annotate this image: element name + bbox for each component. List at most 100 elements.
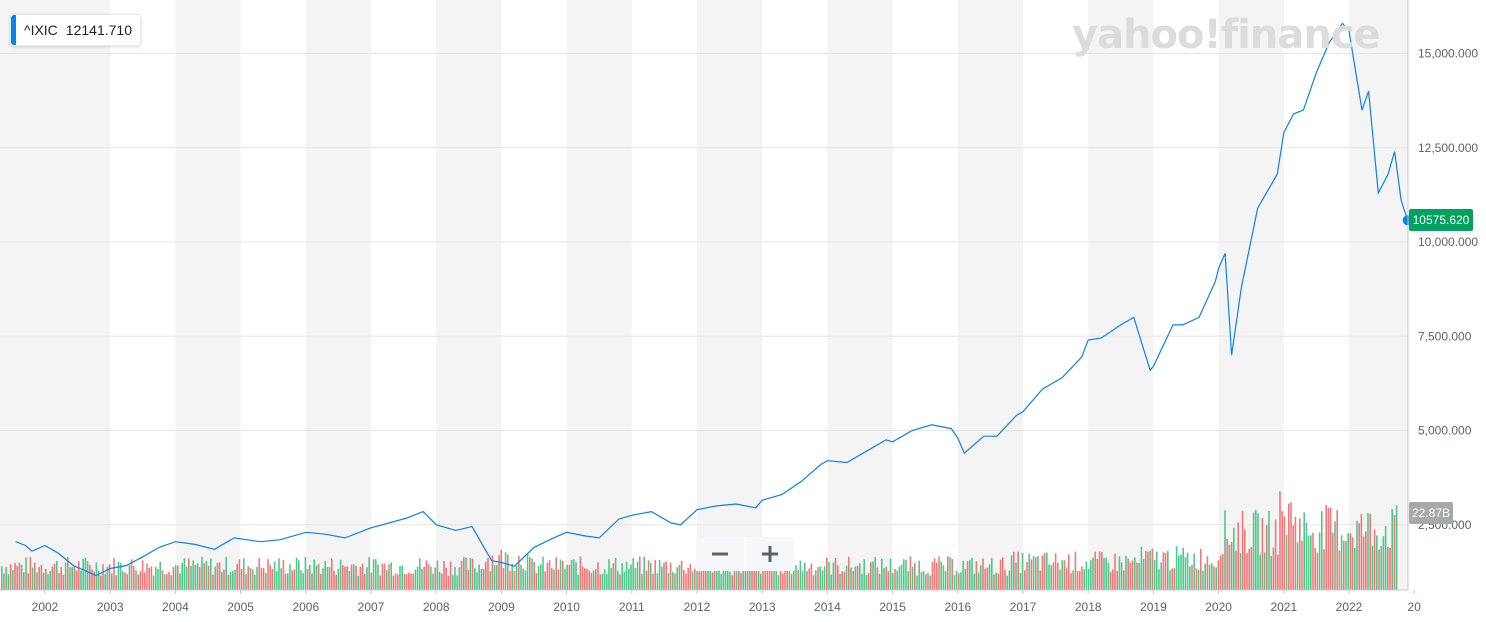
volume-bar	[617, 570, 619, 590]
volume-bar	[139, 571, 142, 590]
volume-bar	[493, 565, 496, 590]
volume-bar	[1070, 573, 1072, 590]
volume-bar	[40, 565, 43, 590]
volume-bar	[749, 558, 751, 590]
volume-bar	[240, 568, 243, 590]
volume-bar	[817, 567, 819, 590]
series-color-swatch	[11, 15, 16, 45]
volume-bar	[1079, 570, 1081, 590]
volume-bar	[75, 570, 78, 590]
volume-bar	[1160, 562, 1162, 590]
volume-bar	[309, 564, 311, 590]
volume-bar	[106, 566, 109, 590]
year-band	[1088, 0, 1154, 590]
volume-bar	[823, 566, 826, 590]
volume-bar	[25, 557, 27, 590]
legend-symbol: ^IXIC	[24, 22, 58, 38]
volume-bar	[1017, 551, 1019, 590]
volume-bar	[1, 566, 3, 590]
volume-bar	[1010, 555, 1013, 590]
volume-bar	[436, 560, 439, 590]
year-band	[957, 0, 1023, 590]
volume-bar	[639, 556, 641, 590]
volume-bar	[1035, 557, 1037, 590]
volume-bar	[430, 566, 432, 590]
volume-bar	[414, 569, 417, 590]
volume-bar	[357, 575, 359, 590]
volume-bar	[801, 571, 804, 590]
volume-bar	[1233, 527, 1235, 590]
volume-bar	[172, 567, 175, 590]
volume-bar	[394, 573, 397, 590]
volume-bar	[826, 557, 828, 590]
volume-bar	[1063, 560, 1066, 590]
volume-bar	[1246, 553, 1248, 590]
volume-bar	[689, 564, 692, 590]
volume-bar	[282, 560, 285, 590]
volume-bar	[113, 558, 115, 590]
volume-bar	[766, 563, 769, 590]
volume-bar	[227, 575, 230, 590]
volume-bar	[632, 558, 634, 590]
volume-bar	[863, 559, 865, 590]
volume-bar	[1244, 529, 1246, 590]
volume-bar	[1149, 550, 1151, 590]
volume-bar	[1360, 513, 1363, 590]
year-band	[45, 0, 111, 590]
volume-bar	[590, 572, 593, 590]
volume-bar	[608, 559, 610, 590]
volume-bar	[1248, 548, 1250, 590]
volume-bar	[1028, 553, 1030, 590]
volume-bar	[995, 572, 997, 590]
volume-bar	[628, 568, 630, 590]
volume-bar	[821, 570, 824, 590]
volume-bar	[458, 567, 461, 590]
series-legend[interactable]: ^IXIC 12141.710	[10, 14, 141, 46]
volume-bar	[315, 565, 318, 590]
volume-bar	[482, 568, 485, 590]
volume-bar	[1391, 508, 1393, 590]
plus-icon	[762, 546, 778, 562]
volume-bar	[845, 565, 848, 590]
volume-bar	[221, 571, 223, 590]
volume-bar	[1180, 554, 1182, 590]
volume-bar	[265, 573, 267, 590]
zoom-out-button[interactable]	[696, 537, 744, 571]
volume-bar	[71, 567, 73, 590]
zoom-in-button[interactable]	[746, 537, 794, 571]
volume-bar	[746, 562, 749, 590]
volume-bar	[687, 567, 689, 590]
volume-bar	[944, 570, 947, 590]
volume-bar	[1208, 564, 1211, 590]
volume-bar	[1090, 560, 1092, 590]
volume-bar	[280, 568, 282, 590]
volume-bar	[1039, 570, 1041, 590]
volume-bar	[878, 573, 881, 590]
volume-bar	[674, 573, 676, 590]
volume-bar	[1367, 513, 1369, 590]
volume-bar	[104, 573, 106, 590]
volume-bar	[36, 572, 38, 590]
volume-bar	[542, 556, 544, 590]
volume-bar	[1217, 560, 1220, 590]
volume-bar	[18, 562, 21, 590]
volume-bar	[306, 569, 309, 590]
volume-bar	[27, 573, 29, 590]
volume-bar	[1118, 556, 1121, 590]
volume-bar	[111, 573, 113, 590]
volume-bar	[199, 567, 201, 590]
volume-bar	[1043, 553, 1046, 590]
volume-bar	[641, 573, 643, 590]
volume-bar	[1321, 511, 1323, 590]
volume-bar	[643, 556, 645, 590]
volume-bar	[1325, 504, 1327, 590]
volume-bar	[434, 567, 436, 590]
volume-bar	[559, 559, 562, 590]
volume-bar	[909, 556, 912, 590]
legend-value: 12141.710	[65, 22, 132, 38]
volume-bar	[1261, 517, 1264, 590]
volume-bar	[925, 574, 927, 590]
volume-bar	[947, 556, 949, 590]
volume-bar	[223, 569, 225, 590]
